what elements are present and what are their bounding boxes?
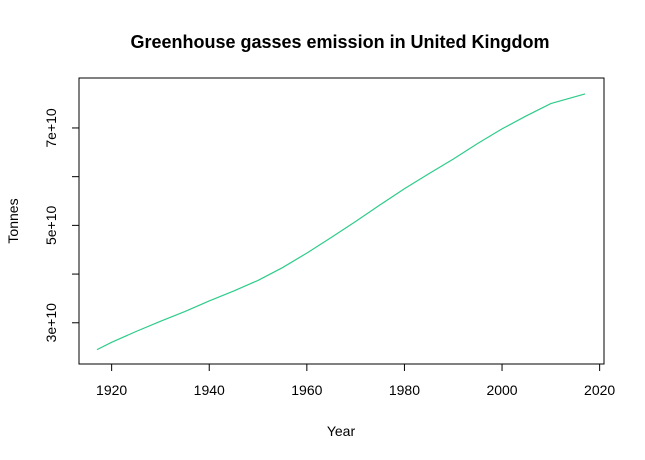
x-tick-label-2020: 2020	[584, 382, 615, 398]
series-line	[96, 93, 586, 351]
y-axis: 3e+10 5e+10 7e+10	[43, 108, 79, 342]
x-axis: 1920 1940 1960 1980 2000 2020	[96, 364, 615, 398]
y-axis-label: Tonnes	[5, 198, 21, 243]
x-axis-label: Year	[327, 423, 356, 439]
y-tick-label-2: 5e+10	[43, 206, 59, 246]
x-tick-label-1960: 1960	[291, 382, 322, 398]
plot-frame	[78, 77, 605, 365]
x-tick-label-1940: 1940	[194, 382, 225, 398]
chart-title: Greenhouse gasses emission in United Kin…	[130, 32, 549, 52]
y-tick-label-0: 3e+10	[43, 303, 59, 343]
x-tick-label-2000: 2000	[486, 382, 517, 398]
x-tick-label-1980: 1980	[389, 382, 420, 398]
y-tick-label-4: 7e+10	[43, 108, 59, 148]
x-tick-label-1920: 1920	[96, 382, 127, 398]
